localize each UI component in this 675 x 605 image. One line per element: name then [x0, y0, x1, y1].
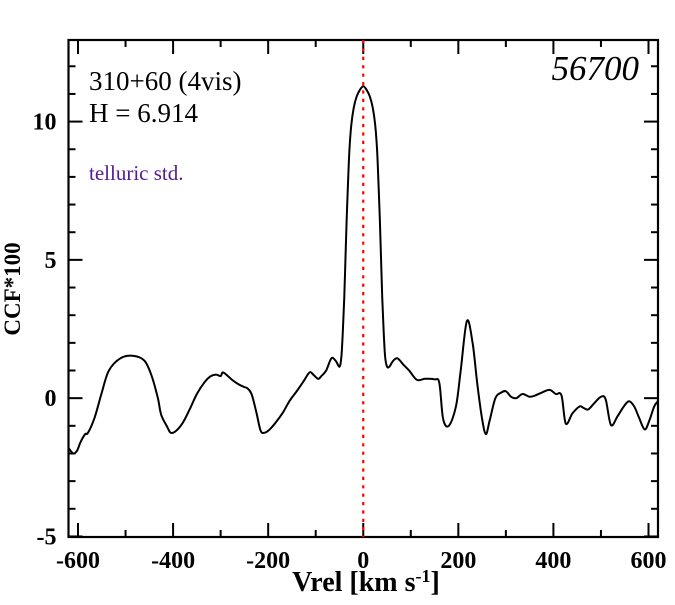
- svg-text:Vrel [km s-1]: Vrel [km s-1]: [292, 566, 440, 598]
- svg-text:-5: -5: [37, 524, 57, 550]
- svg-text:10: 10: [33, 110, 57, 136]
- svg-text:56700: 56700: [552, 49, 640, 88]
- svg-text:200: 200: [440, 548, 476, 574]
- svg-text:0: 0: [45, 386, 57, 412]
- svg-text:5: 5: [45, 248, 57, 274]
- svg-text:-600: -600: [56, 548, 100, 574]
- svg-text:H = 6.914: H = 6.914: [89, 98, 198, 128]
- svg-text:600: 600: [630, 548, 666, 574]
- svg-text:-400: -400: [151, 548, 195, 574]
- svg-text:310+60 (4vis): 310+60 (4vis): [89, 66, 241, 96]
- svg-text:telluric std.: telluric std.: [89, 161, 183, 185]
- svg-text:CCF*100: CCF*100: [0, 242, 25, 335]
- svg-text:400: 400: [535, 548, 571, 574]
- svg-text:-200: -200: [246, 548, 290, 574]
